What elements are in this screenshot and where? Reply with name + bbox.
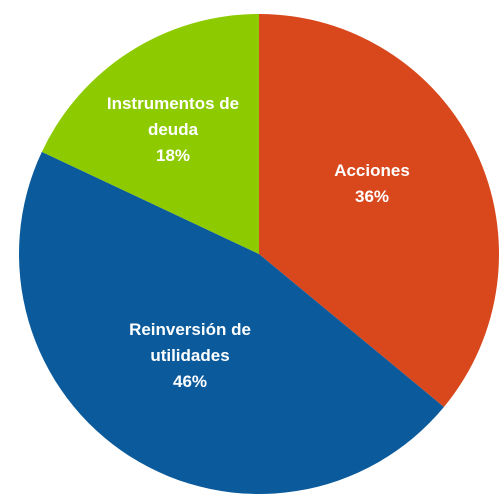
category-label: Reinversión de utilidades xyxy=(129,320,251,365)
pie-slice xyxy=(259,14,499,407)
pie-slice xyxy=(18,151,444,495)
category-label: Instrumentos de deuda xyxy=(106,94,240,139)
category-label: Acciones xyxy=(334,161,410,180)
value-label: 36% xyxy=(354,187,390,206)
slice-label: Reinversión de utilidades 46% xyxy=(95,317,285,395)
value-label: 46% xyxy=(172,372,208,391)
slice-label: Instrumentos de deuda 18% xyxy=(98,91,248,169)
value-label: 18% xyxy=(155,146,191,165)
pie-slice xyxy=(41,14,259,254)
slice-label: Acciones 36% xyxy=(312,158,432,210)
